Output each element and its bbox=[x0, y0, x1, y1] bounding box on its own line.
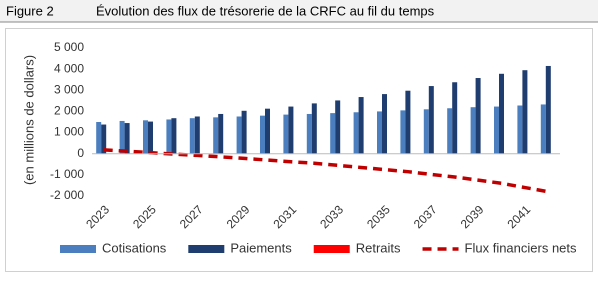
bar bbox=[545, 65, 551, 154]
bar bbox=[143, 120, 148, 154]
bar bbox=[241, 110, 247, 154]
bar bbox=[124, 123, 130, 154]
bar bbox=[213, 117, 219, 154]
bar bbox=[423, 109, 429, 154]
bar bbox=[452, 82, 458, 154]
net-flow-line bbox=[103, 148, 549, 194]
bar bbox=[382, 94, 387, 154]
bar bbox=[265, 108, 270, 154]
y-tick-label: -2 000 bbox=[50, 188, 84, 202]
legend-label: Cotisations bbox=[102, 240, 167, 255]
bar bbox=[405, 90, 411, 154]
bar bbox=[236, 116, 242, 154]
y-axis-label: (en millions de dollars) bbox=[21, 55, 36, 185]
bar bbox=[540, 104, 546, 154]
bar bbox=[470, 107, 476, 154]
x-tick-label: 2027 bbox=[177, 202, 206, 231]
bar bbox=[475, 78, 481, 154]
bar bbox=[447, 108, 453, 154]
bar bbox=[148, 121, 153, 154]
bar bbox=[119, 120, 125, 154]
legend-swatch bbox=[313, 245, 350, 253]
y-tick-label: 3 000 bbox=[54, 82, 84, 96]
bar bbox=[218, 113, 224, 154]
x-tick-label: 2035 bbox=[364, 202, 393, 231]
figure-title: Évolution des flux de trésorerie de la C… bbox=[96, 3, 435, 18]
bar bbox=[166, 119, 172, 154]
y-tick-label: 0 bbox=[77, 146, 84, 160]
x-tick-label: 2031 bbox=[270, 202, 299, 231]
bar bbox=[194, 116, 200, 154]
bar bbox=[353, 112, 359, 154]
bar bbox=[400, 110, 406, 154]
x-tick-label: 2039 bbox=[458, 202, 487, 231]
legend-label: Paiements bbox=[230, 240, 292, 255]
bar bbox=[189, 118, 195, 154]
bar bbox=[499, 73, 504, 154]
y-tick-label: 5 000 bbox=[54, 40, 84, 54]
y-tick-label: -1 000 bbox=[50, 167, 84, 181]
x-tick-label: 2037 bbox=[411, 202, 440, 231]
chart-frame bbox=[5, 28, 593, 272]
x-tick-label: 2033 bbox=[317, 202, 346, 231]
bar bbox=[283, 114, 289, 154]
bar bbox=[377, 111, 382, 154]
bar bbox=[311, 103, 317, 154]
legend-swatch bbox=[60, 245, 96, 253]
x-tick-label: 2023 bbox=[83, 202, 112, 231]
y-tick-label: 2 000 bbox=[54, 104, 84, 118]
legend-label: Flux financiers nets bbox=[465, 240, 577, 255]
bar bbox=[494, 106, 499, 154]
bar bbox=[522, 70, 528, 154]
bar bbox=[288, 106, 294, 154]
bar bbox=[101, 124, 107, 154]
legend-label: Retraits bbox=[356, 240, 401, 255]
y-tick-label: 1 000 bbox=[54, 125, 84, 139]
x-tick-label: 2029 bbox=[224, 202, 253, 231]
x-tick-label: 2041 bbox=[504, 202, 533, 231]
bar bbox=[517, 105, 523, 154]
y-tick-label: 4 000 bbox=[54, 61, 84, 75]
figure-label: Figure 2 bbox=[6, 3, 54, 18]
legend-swatch bbox=[188, 245, 225, 253]
bar bbox=[260, 115, 265, 154]
bar bbox=[335, 100, 341, 154]
bar bbox=[330, 113, 336, 154]
bar bbox=[171, 118, 177, 154]
bar bbox=[96, 122, 102, 154]
bar bbox=[306, 113, 312, 154]
bar bbox=[358, 97, 364, 154]
header-bar bbox=[0, 0, 598, 22]
x-tick-label: 2025 bbox=[130, 202, 159, 231]
bar bbox=[428, 86, 434, 154]
